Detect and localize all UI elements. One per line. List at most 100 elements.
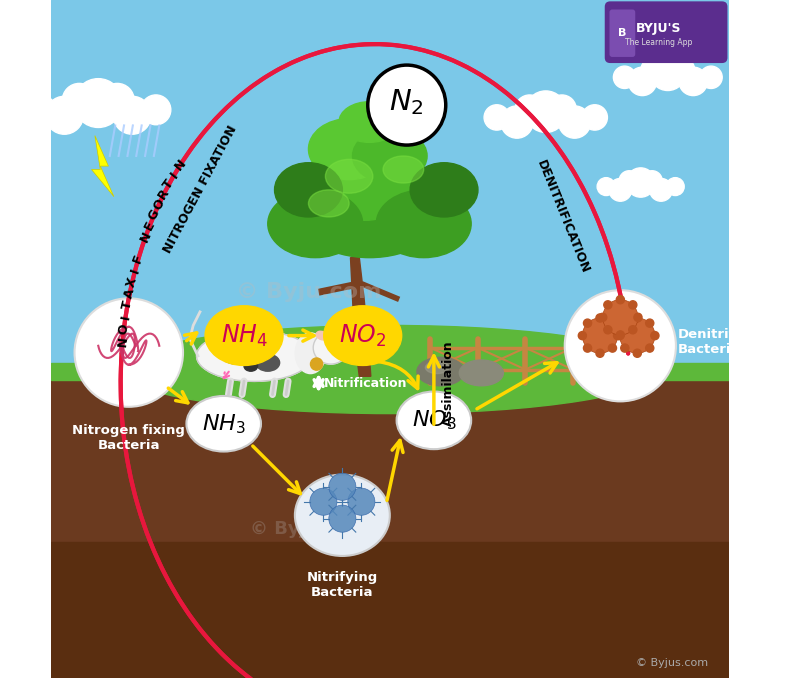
Circle shape [626,168,655,197]
Circle shape [310,488,337,515]
Circle shape [596,314,604,322]
Circle shape [609,178,632,201]
Circle shape [515,95,544,124]
Circle shape [74,298,183,407]
Circle shape [666,178,684,195]
Circle shape [650,178,673,201]
Circle shape [583,319,591,327]
Ellipse shape [417,357,464,386]
Text: The Learning App: The Learning App [625,37,692,47]
Text: N: N [115,336,130,347]
Text: NITROGEN FIXATION: NITROGEN FIXATION [161,124,239,256]
Circle shape [310,358,322,370]
Circle shape [650,54,686,91]
Circle shape [641,58,666,83]
Circle shape [670,58,694,83]
Ellipse shape [205,306,283,365]
Text: I: I [168,169,181,180]
Circle shape [331,340,338,347]
Polygon shape [91,136,114,197]
Bar [51,0,729,380]
Ellipse shape [186,396,261,452]
Text: Nitrification: Nitrification [324,376,407,390]
Text: R: R [155,186,172,202]
Circle shape [597,178,615,195]
Circle shape [628,67,657,96]
Circle shape [26,95,55,125]
Circle shape [629,325,637,334]
Circle shape [614,66,636,89]
Text: I: I [118,314,132,321]
Ellipse shape [295,163,444,258]
Text: © Byju.com: © Byju.com [236,281,381,302]
FancyBboxPatch shape [610,9,635,57]
Circle shape [598,313,606,321]
Circle shape [62,83,96,117]
Text: O: O [150,197,167,212]
Circle shape [619,171,639,191]
Ellipse shape [326,159,373,193]
Text: $NO_3$: $NO_3$ [411,409,456,432]
Text: F: F [130,253,146,265]
Polygon shape [350,258,371,376]
Ellipse shape [316,332,328,340]
Ellipse shape [244,361,258,372]
Text: Assimilation: Assimilation [442,340,455,426]
Ellipse shape [353,129,427,183]
Circle shape [700,66,722,89]
Ellipse shape [335,348,352,360]
Circle shape [582,105,607,130]
Circle shape [616,296,625,304]
Circle shape [74,79,122,127]
Circle shape [547,95,576,124]
Text: G: G [146,207,162,223]
Circle shape [608,344,617,352]
Text: N: N [172,157,189,174]
Text: $NO_2$: $NO_2$ [339,323,386,348]
Text: BYJU'S: BYJU'S [635,22,681,35]
Text: DENITRIFICATION: DENITRIFICATION [534,159,591,275]
Circle shape [329,505,356,532]
Circle shape [578,332,586,340]
Circle shape [604,301,612,309]
Circle shape [558,106,590,138]
Ellipse shape [302,146,424,220]
Circle shape [602,300,638,335]
Text: B: B [618,28,626,38]
Ellipse shape [324,306,402,365]
Circle shape [629,301,637,309]
Circle shape [615,332,624,340]
Text: N: N [138,229,154,244]
Circle shape [642,171,662,191]
Ellipse shape [256,354,280,372]
Text: T: T [120,300,134,311]
Text: Denitrification
Bacteria: Denitrification Bacteria [678,328,786,357]
Circle shape [614,332,622,340]
Ellipse shape [397,392,471,450]
Circle shape [348,488,375,515]
Circle shape [501,106,533,138]
Text: $N_2$: $N_2$ [390,87,424,117]
Ellipse shape [368,65,446,145]
Ellipse shape [339,102,400,142]
Circle shape [113,96,151,134]
Circle shape [604,325,612,334]
Text: © Byju.com: © Byju.com [250,520,367,538]
Text: T: T [161,177,177,192]
Text: Nitrifying
Bacteria: Nitrifying Bacteria [306,571,378,599]
Ellipse shape [197,330,312,381]
Circle shape [46,96,83,134]
Text: I: I [128,266,142,275]
Circle shape [616,331,625,339]
Text: Nitrogen fixing
Bacteria: Nitrogen fixing Bacteria [72,424,186,452]
Circle shape [634,313,642,321]
Ellipse shape [313,332,349,364]
Circle shape [525,91,566,132]
Ellipse shape [118,325,661,414]
Circle shape [329,473,356,500]
Circle shape [646,344,654,352]
Circle shape [634,314,642,322]
Circle shape [620,318,655,353]
Circle shape [621,319,629,327]
Text: $NH_3$: $NH_3$ [202,412,246,435]
